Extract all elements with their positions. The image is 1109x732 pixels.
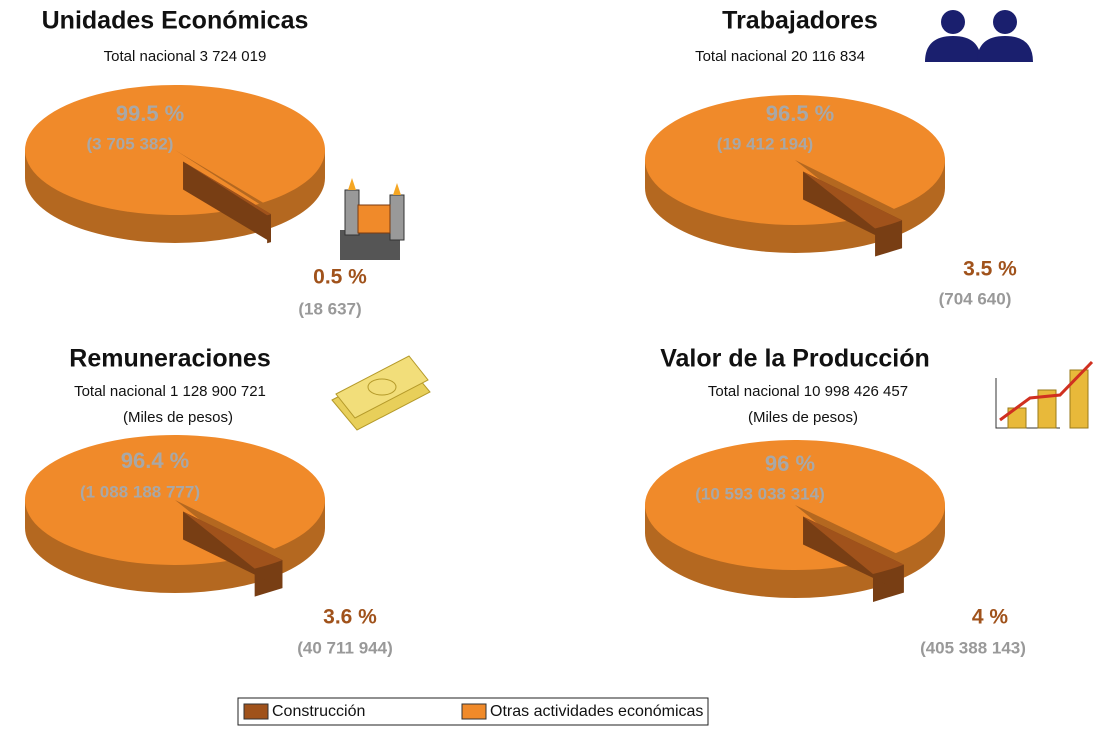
legend-label: Otras actividades económicas (490, 703, 703, 720)
chart-title: Remuneraciones (69, 345, 270, 373)
chart-subtitle: Total nacional 10 998 426 457 (708, 383, 908, 400)
chart-note: (Miles de pesos) (748, 409, 858, 426)
chart-title: Valor de la Producción (660, 345, 930, 373)
pie-chart: Remuneraciones Total nacional 1 128 900 7… (25, 345, 393, 658)
count-label: (3 705 382) (87, 134, 174, 153)
value-label: 99.5 % (116, 101, 185, 126)
count-label: (1 088 188 777) (80, 482, 200, 501)
legend-swatch (462, 704, 486, 719)
chart-subtitle: Total nacional 3 724 019 (104, 48, 267, 65)
legend: Construcción Otras actividades económicas (238, 698, 708, 725)
production-icon (996, 362, 1092, 428)
count-label: (704 640) (939, 289, 1012, 308)
count-label: (40 711 944) (297, 638, 392, 657)
money-icon (332, 356, 430, 430)
legend-swatch (244, 704, 268, 719)
value-label: 96.4 % (121, 448, 190, 473)
value-label: 4 % (972, 606, 1009, 629)
chart-subtitle: Total nacional 20 116 834 (695, 48, 865, 65)
value-label: 3.6 % (323, 606, 377, 629)
pie-chart: Valor de la Producción Total nacional 10 … (645, 345, 1026, 658)
chart-title: Unidades Económicas (42, 7, 309, 35)
value-label: 0.5 % (313, 266, 367, 289)
chart-title: Trabajadores (722, 7, 878, 35)
count-label: (405 388 143) (920, 638, 1026, 657)
count-label: (19 412 194) (717, 134, 813, 153)
count-label: (10 593 038 314) (695, 484, 825, 503)
pie-chart: Unidades Económicas Total nacional 3 724 … (25, 7, 367, 319)
value-label: 3.5 % (963, 258, 1017, 281)
count-label: (18 637) (298, 299, 361, 318)
chart-subtitle: Total nacional 1 128 900 721 (74, 383, 266, 400)
legend-label: Construcción (272, 703, 365, 720)
page: Unidades Económicas Total nacional 3 724 … (0, 0, 1109, 727)
value-label: 96 % (765, 451, 815, 476)
chart-note: (Miles de pesos) (123, 409, 233, 426)
construction-icon (340, 178, 404, 260)
workers-icon (925, 10, 1033, 62)
value-label: 96.5 % (766, 101, 835, 126)
